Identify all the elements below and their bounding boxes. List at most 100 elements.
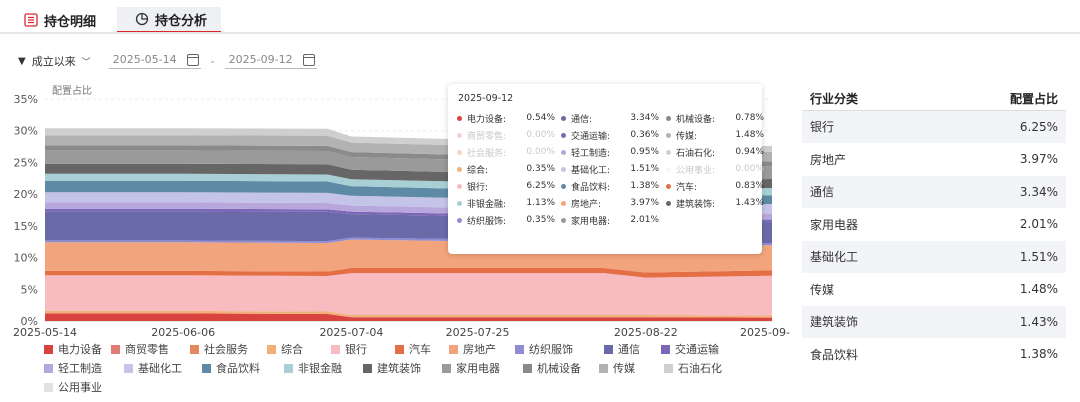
area-轻工制造[interactable]	[45, 202, 772, 221]
column-header-category: 行业分类	[810, 91, 859, 106]
range-select-value: 成立以来	[31, 55, 76, 68]
legend-item[interactable]: 商贸零售	[111, 341, 169, 357]
legend-item[interactable]: 食品饮料	[202, 360, 260, 376]
area-银行[interactable]	[45, 273, 772, 316]
list-icon	[24, 13, 38, 27]
legend-item[interactable]: 机械设备	[523, 360, 581, 376]
table-row: 基础化工 1.51%	[802, 241, 1066, 274]
legend-item[interactable]: 汽车	[395, 341, 431, 357]
area-汽车[interactable]	[45, 268, 772, 278]
tooltip-item: 石油石化: 0.94%	[666, 146, 764, 159]
column-header-ratio: 配置占比	[1009, 91, 1058, 106]
legend-label: 汽车	[409, 343, 431, 356]
row-category: 基础化工	[810, 250, 859, 265]
tooltip-item-value: 1.48%	[735, 130, 764, 140]
tooltip-item-name: 传媒:	[676, 131, 698, 142]
tooltip-item-value: 2.01%	[630, 215, 659, 225]
legend-item[interactable]: 公用事业	[44, 379, 102, 395]
tooltip-dot	[666, 183, 671, 189]
row-ratio: 1.43%	[1019, 314, 1058, 329]
table-row: 房地产 3.97%	[802, 144, 1066, 176]
tooltip-dot	[561, 200, 566, 206]
legend-swatch	[661, 344, 670, 354]
legend-item[interactable]: 社会服务	[190, 341, 248, 357]
tooltip-item-name: 基础化工:	[571, 165, 611, 176]
tab-label: 持仓分析	[155, 13, 208, 29]
legend-item[interactable]: 通信	[604, 341, 640, 357]
tooltip-item-name: 食品饮料:	[571, 182, 611, 193]
row-ratio: 1.48%	[1019, 282, 1058, 297]
tooltip-item-name: 银行:	[467, 182, 489, 193]
tab-holdings-analysis[interactable]: 持仓分析	[117, 7, 221, 34]
tooltip-item: 汽车: 0.83%	[666, 180, 764, 193]
row-ratio: 2.01%	[1019, 217, 1058, 232]
legend-label: 商贸零售	[125, 343, 169, 356]
row-category: 房地产	[810, 152, 847, 167]
area-综合[interactable]	[45, 310, 772, 318]
tooltip-item: 公用事业: 0.00%	[666, 163, 764, 176]
legend-label: 电力设备	[58, 343, 102, 356]
legend-item[interactable]: 电力设备	[44, 341, 102, 357]
x-tick-label: 2025-07-04	[319, 326, 383, 339]
calendar-icon[interactable]	[186, 53, 199, 66]
legend-item[interactable]: 轻工制造	[44, 360, 102, 376]
legend-item[interactable]: 非银金融	[284, 360, 342, 376]
start-date-input[interactable]: 2025-05-14	[108, 53, 201, 69]
tooltip-item-name: 轻工制造:	[571, 148, 611, 159]
legend-item[interactable]: 石油石化	[664, 360, 722, 376]
tooltip-item-name: 房地产:	[571, 199, 602, 210]
tooltip-item-name: 交通运输:	[571, 131, 611, 142]
chart-tooltip: 2025-09-12 电力设备: 0.54% 通信: 3.34% 机械设备: 0.78% 商…	[448, 84, 764, 254]
legend-item[interactable]: 综合	[267, 341, 303, 357]
end-date-input[interactable]: 2025-09-12	[224, 53, 317, 69]
tooltip-item-name: 电力设备:	[467, 114, 507, 125]
row-ratio: 1.51%	[1019, 249, 1058, 264]
row-category: 家用电器	[810, 217, 859, 232]
table-row: 家用电器 2.01%	[802, 209, 1066, 241]
legend-swatch	[442, 363, 451, 373]
area-电力设备[interactable]	[45, 313, 772, 321]
legend-item[interactable]: 交通运输	[661, 341, 719, 357]
tooltip-item-value: 0.00%	[526, 147, 555, 157]
legend-item[interactable]: 纺织服饰	[515, 341, 573, 357]
legend-item[interactable]: 传媒	[599, 360, 635, 376]
y-axis-label: 配置占比	[52, 84, 92, 97]
area-机械设备[interactable]	[45, 145, 772, 168]
y-tick-label: 15%	[14, 220, 38, 233]
tab-holdings-detail[interactable]: 持仓明细	[12, 7, 112, 33]
tooltip-item: 食品饮料: 1.38%	[561, 180, 659, 193]
legend-item[interactable]: 基础化工	[124, 360, 182, 376]
tooltip-item-value: 0.54%	[526, 113, 555, 123]
x-tick-label: 2025-05-14	[13, 326, 77, 339]
tooltip-item: 基础化工: 1.51%	[561, 163, 659, 176]
tooltip-item-name: 综合:	[467, 165, 489, 176]
legend-item[interactable]: 银行	[331, 341, 367, 357]
legend-label: 纺织服饰	[529, 343, 573, 356]
legend-label: 交通运输	[675, 343, 719, 356]
area-基础化工[interactable]	[45, 192, 772, 215]
tooltip-item-value: 0.00%	[735, 164, 764, 174]
legend-label: 银行	[345, 343, 367, 356]
legend-item[interactable]: 建筑装饰	[363, 360, 421, 376]
tooltip-dot	[666, 149, 671, 155]
tooltip-item-value: 0.78%	[735, 113, 764, 123]
y-tick-label: 35%	[14, 93, 38, 106]
tooltip-item: 电力设备: 0.54%	[457, 112, 555, 125]
range-select[interactable]: ▼ 成立以来 ﹀	[18, 53, 91, 69]
legend-item[interactable]: 家用电器	[442, 360, 500, 376]
calendar-icon[interactable]	[302, 53, 315, 66]
tooltip-item-name: 家用电器:	[571, 216, 611, 227]
tooltip-item-name: 社会服务:	[467, 148, 507, 159]
tooltip-item-value: 0.36%	[630, 130, 659, 140]
tooltip-dot	[457, 183, 462, 189]
legend-label: 房地产	[463, 343, 496, 356]
tooltip-item-value: 0.94%	[735, 147, 764, 157]
table-row: 传媒 1.48%	[802, 274, 1066, 306]
row-ratio: 3.34%	[1019, 184, 1058, 199]
area-非银金融[interactable]	[45, 173, 772, 196]
legend-swatch	[202, 363, 211, 373]
tooltip-item-name: 石油石化:	[676, 148, 716, 159]
tooltip-item: 综合: 0.35%	[457, 163, 555, 176]
legend-item[interactable]: 房地产	[449, 341, 496, 357]
table-row: 建筑装饰 1.43%	[802, 306, 1066, 339]
